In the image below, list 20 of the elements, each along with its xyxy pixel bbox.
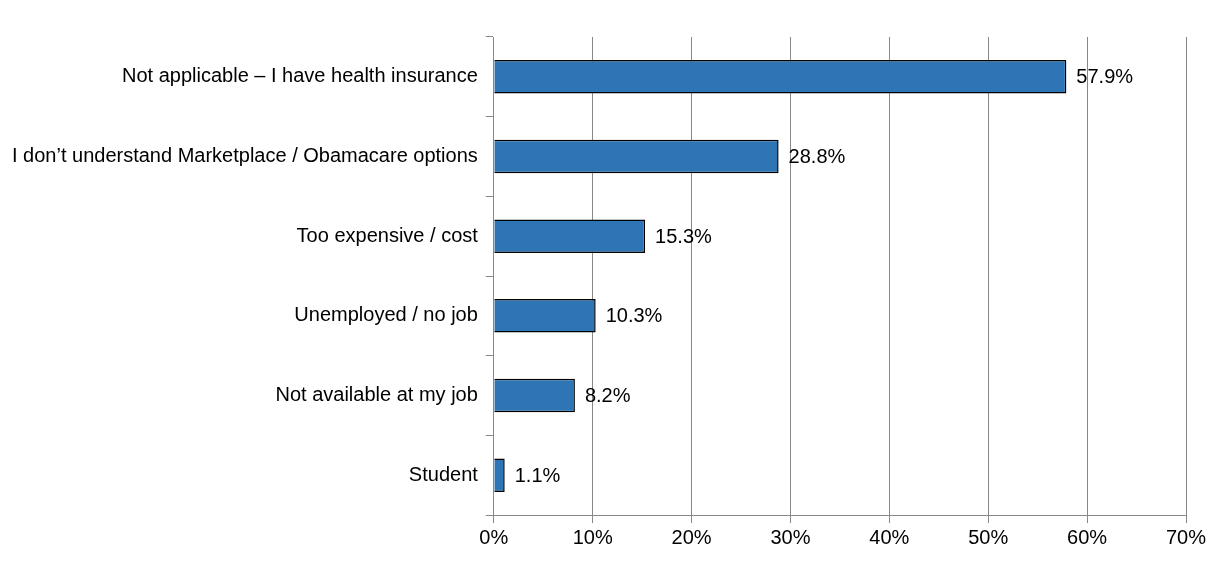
y-tick-label: Not applicable – I have health insurance xyxy=(122,64,478,87)
x-tick-label: 30% xyxy=(770,525,811,548)
x-tick-label: 20% xyxy=(671,525,712,548)
data-label: 1.1% xyxy=(514,463,561,486)
x-tick-label: 40% xyxy=(869,525,910,548)
x-tick-label: 10% xyxy=(572,525,613,548)
y-tick-label: Student xyxy=(408,462,479,485)
data-label: 28.8% xyxy=(788,145,846,168)
data-label: 8.2% xyxy=(584,384,631,407)
x-tick-label: 50% xyxy=(968,525,1009,548)
x-tick-label: 70% xyxy=(1165,525,1207,548)
x-tick-label: 0% xyxy=(479,525,509,548)
y-tick-label: Unemployed / no job xyxy=(294,303,478,326)
data-label: 57.9% xyxy=(1076,65,1134,88)
data-label: 15.3% xyxy=(655,224,713,247)
y-tick-label: Not available at my job xyxy=(275,383,478,406)
y-tick-label: I don’t understand Marketplace / Obamacare options xyxy=(11,144,478,167)
x-tick-label: 60% xyxy=(1067,525,1108,548)
y-tick-label: Too expensive / cost xyxy=(296,223,479,246)
data-label: 10.3% xyxy=(605,304,663,327)
